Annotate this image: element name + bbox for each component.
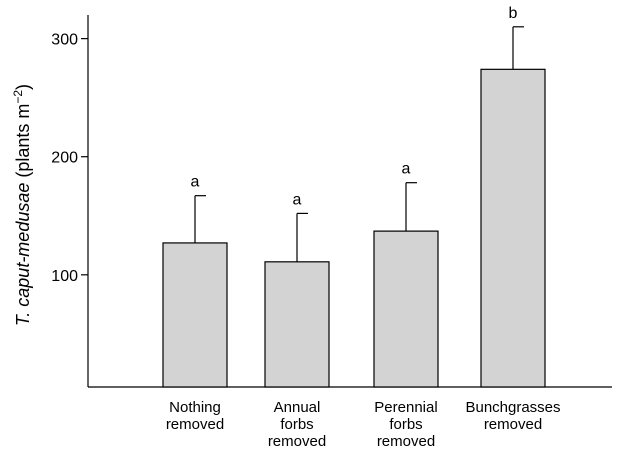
x-axis-labels: Nothing removed Annual forbs removed Perennia… bbox=[166, 399, 561, 450]
bar bbox=[480, 68, 546, 388]
y-axis-label-exponent: −2 bbox=[11, 90, 25, 104]
x-category-label: Nothing removed bbox=[166, 399, 224, 433]
bar bbox=[162, 242, 228, 388]
significance-letter: a bbox=[191, 174, 200, 191]
significance-letter: b bbox=[509, 5, 518, 22]
y-axis-ticks: 100 200 300 bbox=[51, 32, 88, 285]
y-axis-label: T. caput-medusae (plants m−2) bbox=[11, 84, 33, 326]
y-tick-label: 300 bbox=[51, 32, 78, 49]
significance-letters: a a a b bbox=[191, 5, 518, 209]
y-axis-label-unit: (plants m bbox=[13, 104, 33, 183]
significance-letter: a bbox=[293, 191, 302, 208]
x-category-label: Bunchgrasses removed bbox=[465, 399, 560, 433]
y-axis-label-species: T. caput-medusae bbox=[13, 183, 33, 326]
x-category-label: Perennial forbs removed bbox=[374, 399, 437, 450]
bars bbox=[162, 68, 546, 388]
error-bars bbox=[194, 26, 524, 262]
bar bbox=[373, 230, 439, 388]
x-category-label: Annual forbs removed bbox=[268, 399, 326, 450]
significance-letter: a bbox=[402, 161, 411, 178]
bar bbox=[264, 261, 330, 388]
y-tick-label: 200 bbox=[51, 150, 78, 167]
y-tick-label: 100 bbox=[51, 268, 78, 285]
y-axis-label-close: ) bbox=[13, 84, 33, 90]
